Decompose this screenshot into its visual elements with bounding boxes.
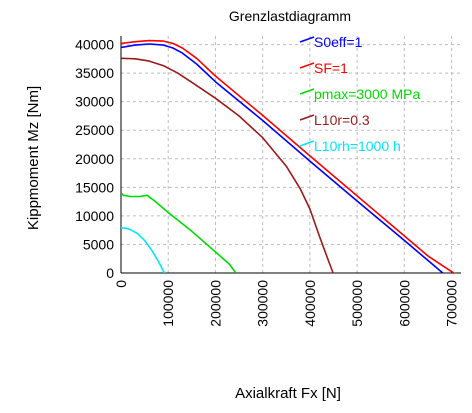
legend-swatch-5: [299, 140, 315, 147]
x-tick-labels: 0 100000 200000 300000 400000 500000 600000 700…: [113, 280, 460, 327]
legend-swatch-2: [299, 62, 315, 69]
grid-lines: [121, 36, 461, 273]
series-line-1: [121, 43, 445, 273]
x-tick-label: 0: [113, 280, 129, 288]
y-tick-labels: 0 5000 10000 15000 20000 25000 30000 35000 40000: [75, 37, 114, 281]
series-lines: [121, 39, 456, 273]
series-line-2: [121, 39, 456, 273]
y-tick-label: 15000: [75, 179, 114, 195]
legend-swatch-3: [299, 88, 315, 95]
y-tick-label: 25000: [75, 122, 114, 138]
legend-label-3: pmax=3000 MPa: [314, 86, 420, 102]
y-axis-label: Kippmoment Mz [Nm]: [25, 86, 42, 230]
y-tick-label: 35000: [75, 65, 114, 81]
chart-title: Grenzlastdiagramm: [229, 8, 351, 24]
legend-label-1: S0eff=1: [314, 34, 363, 50]
y-tick-label: 30000: [75, 94, 114, 110]
legend-swatch-1: [299, 36, 315, 43]
series-line-3: [121, 192, 237, 273]
y-tick-label: 5000: [83, 236, 114, 252]
y-tick-label: 0: [106, 265, 114, 281]
series-line-5: [121, 227, 166, 273]
legend-label-5: L10rh=1000 h: [314, 138, 401, 154]
legend-label-2: SF=1: [314, 60, 348, 76]
legend-label-4: L10r=0.3: [314, 112, 370, 128]
series-line-4: [121, 57, 334, 273]
x-tick-label: 100000: [160, 280, 176, 327]
x-tick-label: 600000: [396, 280, 412, 327]
plot-frame: [120, 36, 461, 274]
x-tick-label: 500000: [349, 280, 365, 327]
x-tick-label: 200000: [207, 280, 223, 327]
x-axis-label: Axialkraft Fx [N]: [235, 385, 341, 402]
x-tick-label: 700000: [444, 280, 460, 327]
legend: S0eff=1 SF=1 pmax=3000 MPa L10r=0.3 L10rh=10…: [299, 34, 420, 154]
y-tick-label: 20000: [75, 151, 114, 167]
x-tick-label: 300000: [255, 280, 271, 327]
y-tick-label: 10000: [75, 208, 114, 224]
y-tick-label: 40000: [75, 37, 114, 53]
x-tick-label: 400000: [302, 280, 318, 327]
legend-swatch-4: [299, 114, 315, 121]
